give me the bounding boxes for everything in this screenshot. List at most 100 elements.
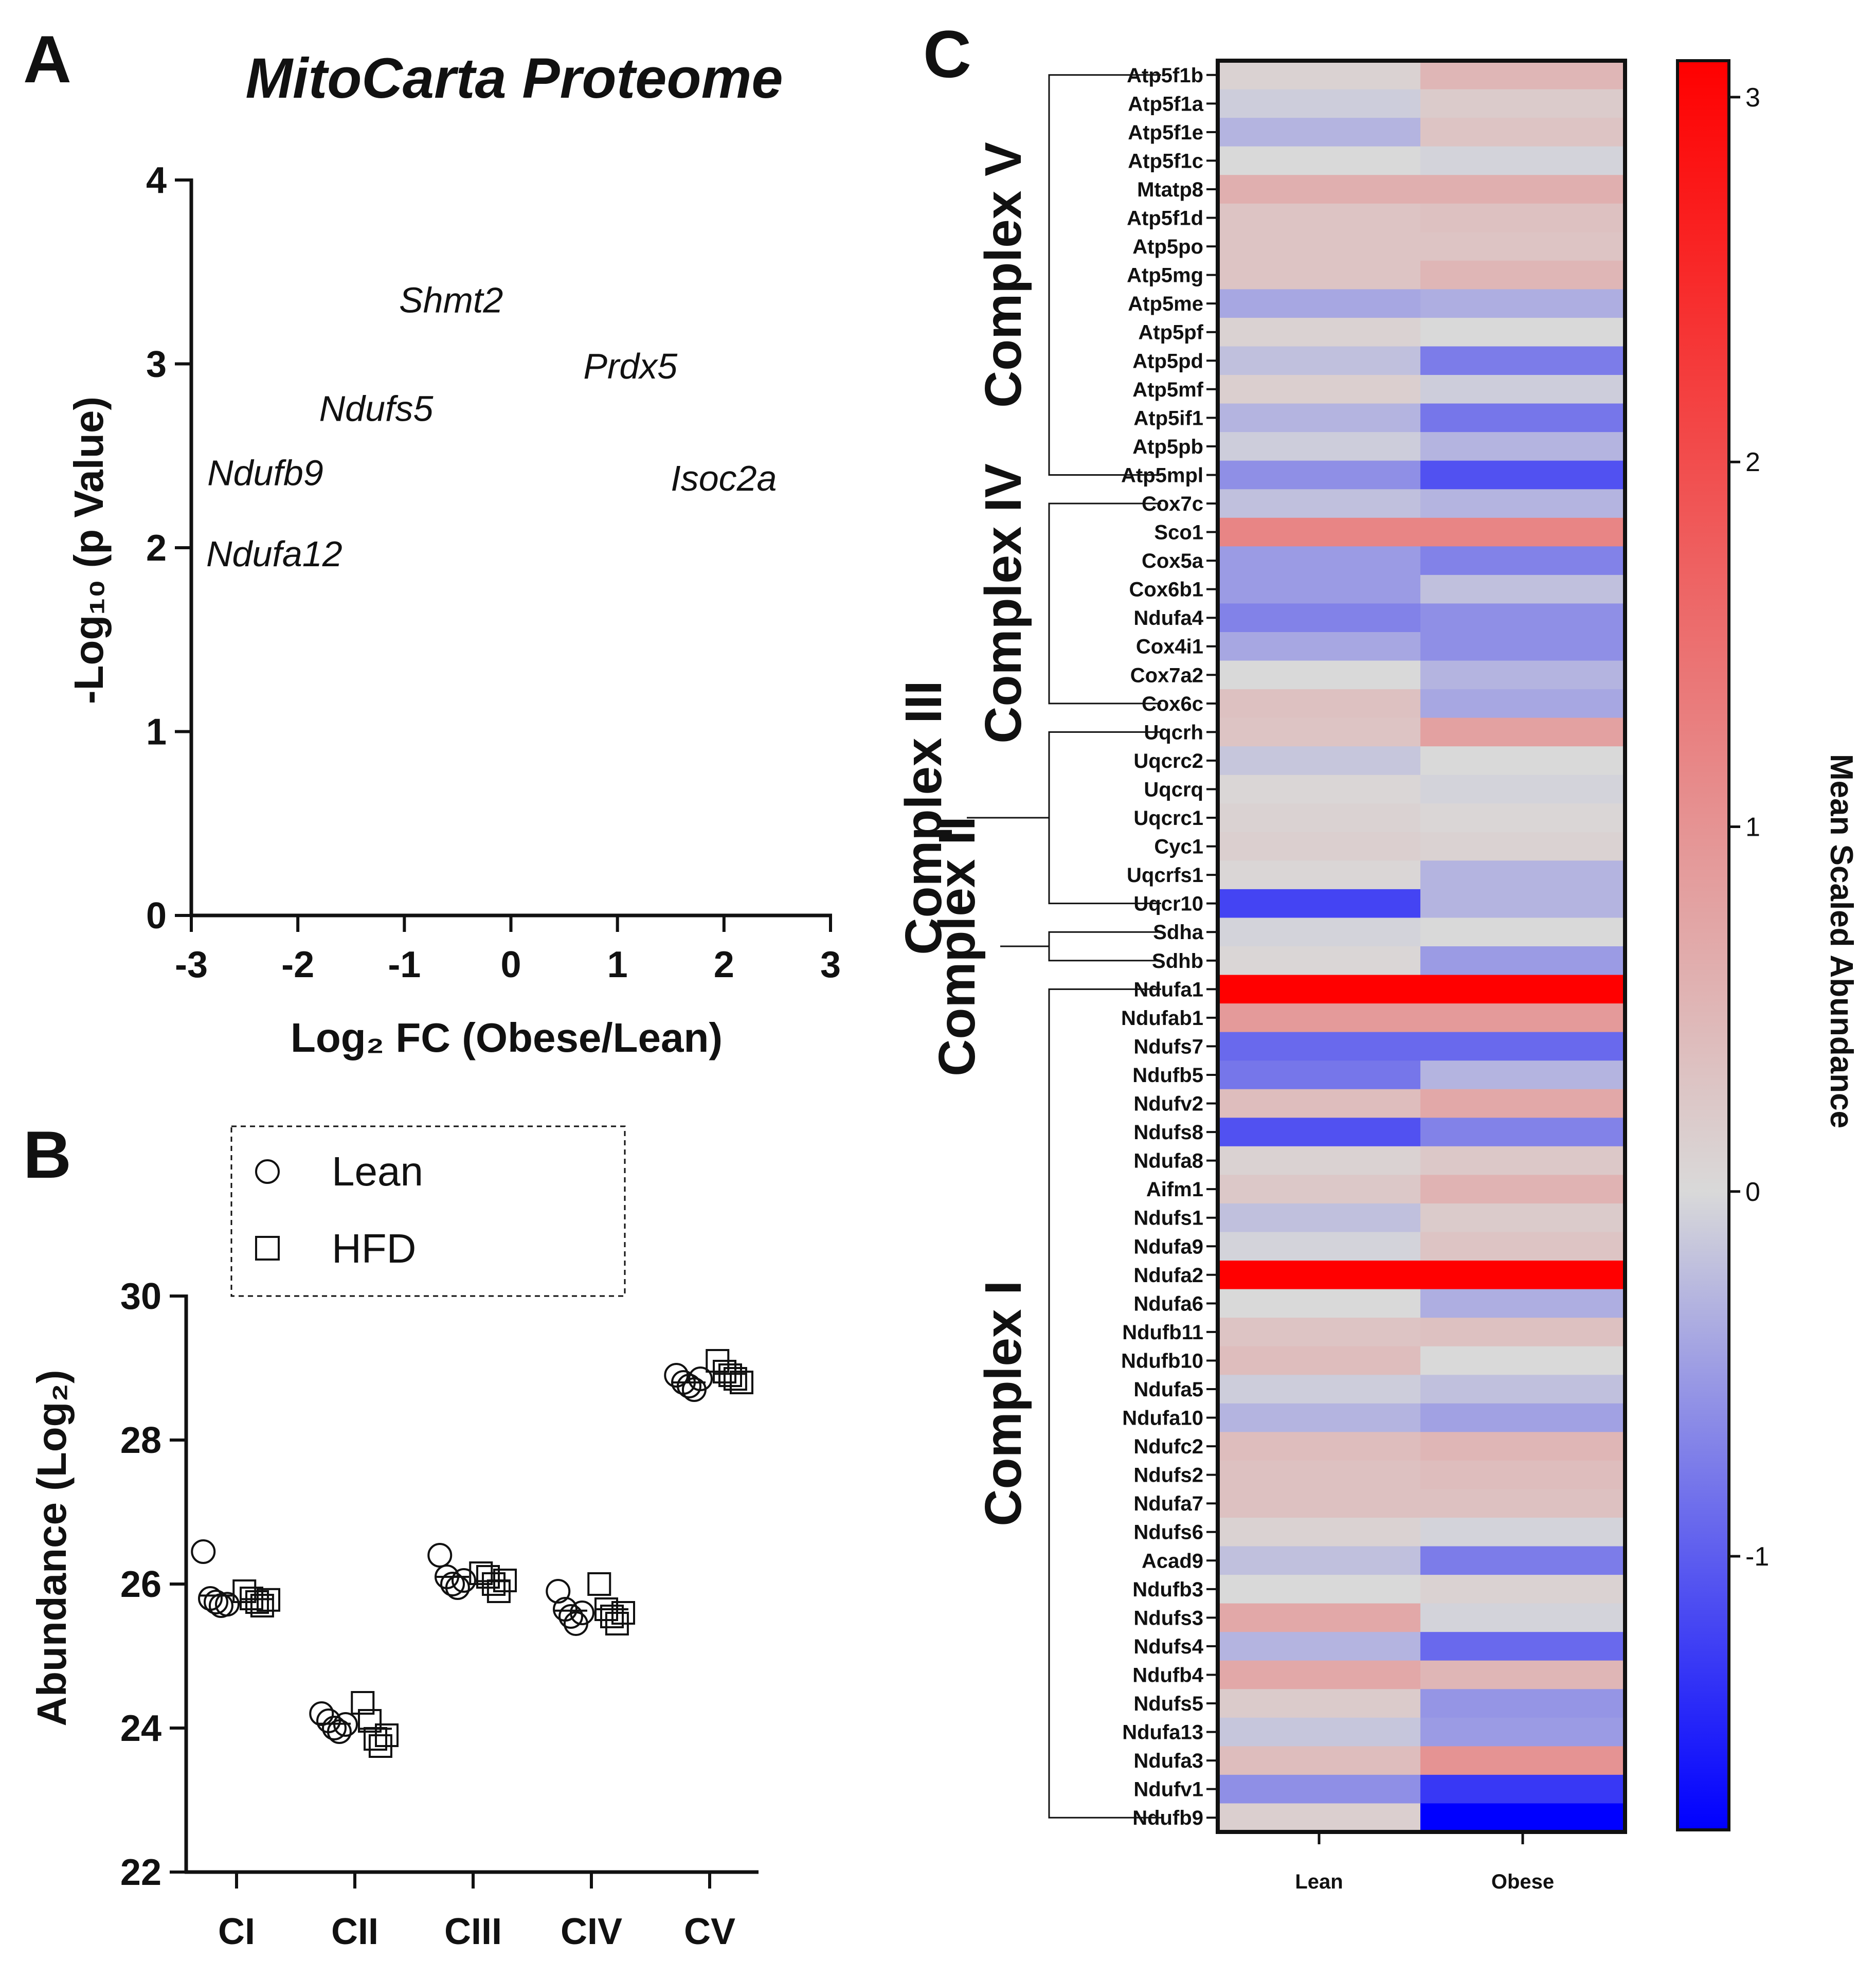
y-tick-label: 22: [120, 1852, 161, 1893]
heatmap-cell: [1420, 1375, 1625, 1404]
heatmap-cell: [1420, 1774, 1625, 1804]
heatmap-cell: [1218, 975, 1420, 1004]
gene-label: Prdx5: [583, 346, 678, 386]
heatmap-cell: [1218, 1089, 1420, 1119]
row-label: Atp5me: [1128, 293, 1203, 315]
heatmap-frame: [1216, 59, 1627, 1834]
y-tick-label: 2: [146, 528, 167, 569]
heatmap-cell: [1218, 1318, 1420, 1347]
heatmap-cell: [1218, 689, 1420, 718]
hfd-point: [493, 1569, 517, 1592]
heatmap-cell: [1420, 889, 1625, 919]
lean-point: [570, 1601, 594, 1625]
row-label: Ndufs6: [1133, 1521, 1203, 1544]
heatmap-cell: [1420, 1603, 1625, 1632]
heatmap-cell: [1420, 1717, 1625, 1747]
row-label: Cox7a2: [1130, 664, 1203, 687]
row-label: Ndufs5: [1133, 1693, 1203, 1715]
heatmap-cell: [1218, 775, 1420, 804]
row-label: Ndufs8: [1133, 1121, 1203, 1144]
heatmap-cell: [1218, 146, 1420, 175]
lean-point: [215, 1592, 240, 1617]
row-label: Uqcrc1: [1133, 807, 1203, 830]
heatmap-cell: [1218, 1032, 1420, 1061]
hfd-point: [730, 1371, 753, 1394]
colorbar-ticks: -1 0 1 2 3: [1729, 83, 1769, 1572]
volcano-x-ticks: -3 -2 -1 0 1 2 3: [175, 915, 841, 985]
lean-point: [558, 1604, 583, 1629]
hfd-point: [257, 1588, 280, 1612]
heatmap-cell: [1420, 1146, 1625, 1176]
x-tick-label: 0: [500, 944, 521, 985]
lean-point: [191, 1539, 216, 1564]
row-label: Ndufa5: [1133, 1378, 1203, 1401]
heatmap-cell: [1420, 1060, 1625, 1090]
heatmap-row-labels: Atp5f1bAtp5f1aAtp5f1eAtp5f1cMtatp8Atp5f1…: [1121, 64, 1218, 1829]
volcano-title: MitoCarta Proteome: [245, 47, 783, 110]
heatmap-cell: [1218, 860, 1420, 890]
heatmap-cell: [1218, 118, 1420, 147]
group-label: Complex III: [895, 680, 952, 955]
volcano-gene-labels: Shmt2 Prdx5 Ndufs5 Ndufb9 Isoc2a Ndufa12: [206, 280, 777, 573]
heatmap-cell: [1420, 1803, 1625, 1832]
heatmap-cell: [1420, 1403, 1625, 1433]
heatmap-cell: [1420, 1432, 1625, 1461]
heatmap-cell: [1218, 546, 1420, 576]
x-tick-label: CII: [331, 1911, 378, 1952]
panel-c-letter: C: [923, 16, 971, 92]
y-tick-label: 26: [120, 1564, 161, 1605]
heatmap-column-labels: Lean Obese: [1295, 1832, 1554, 1893]
heatmap-cell: [1420, 289, 1625, 318]
panel-b-letter: B: [23, 1117, 71, 1192]
heatmap-cell: [1420, 660, 1625, 690]
x-tick-label: 1: [607, 944, 628, 985]
heatmap-cell: [1218, 1575, 1420, 1604]
y-tick-label: 3: [146, 344, 167, 385]
row-label: Cox6b1: [1129, 579, 1204, 601]
heatmap-cell: [1420, 1261, 1625, 1290]
colorbar-title: Mean Scaled Abundance: [1824, 754, 1859, 1128]
row-label: Cyc1: [1154, 836, 1203, 858]
heatmap-cell: [1420, 717, 1625, 747]
hfd-point: [587, 1572, 611, 1596]
x-tick-label: -1: [388, 944, 421, 985]
row-label: Atp5if1: [1133, 407, 1203, 429]
row-label: Atp5f1e: [1128, 121, 1203, 144]
heatmap-cell: [1218, 1060, 1420, 1090]
colorbar-tick-label: 2: [1745, 447, 1760, 477]
lean-point: [440, 1572, 465, 1596]
heatmap-cell: [1218, 1489, 1420, 1518]
row-label: Ndufb4: [1132, 1664, 1204, 1686]
colorbar-tick-label: -1: [1745, 1542, 1769, 1572]
heatmap-cell: [1420, 1289, 1625, 1318]
heatmap-cell: [1420, 89, 1625, 118]
lean-point: [204, 1590, 228, 1614]
x-tick-label: CI: [218, 1911, 255, 1952]
gene-label: Ndufs5: [319, 388, 434, 428]
group-bracket: [1048, 931, 1161, 962]
heatmap-cell: [1218, 632, 1420, 661]
y-tick-label: 1: [146, 712, 167, 753]
heatmap-cell: [1420, 1318, 1625, 1347]
heatmap-cell: [1420, 517, 1625, 547]
row-label: Atp5pb: [1132, 436, 1203, 458]
heatmap-cell: [1420, 403, 1625, 433]
heatmap-cell: [1420, 1517, 1625, 1547]
row-label: Ndufa8: [1133, 1150, 1203, 1173]
heatmap-cell: [1218, 346, 1420, 375]
heatmap-cell: [1420, 375, 1625, 404]
heatmap-cell: [1420, 317, 1625, 347]
lean-point: [445, 1575, 470, 1600]
heatmap-cell: [1420, 1203, 1625, 1233]
heatmap-cell: [1420, 346, 1625, 375]
heatmap-cell: [1218, 61, 1420, 90]
heatmap-cell: [1420, 918, 1625, 947]
lean-point: [309, 1701, 334, 1726]
row-label: Ndufc2: [1133, 1435, 1203, 1458]
heatmap-cell: [1218, 403, 1420, 433]
heatmap-cell: [1420, 1118, 1625, 1147]
group-label: Complex I: [975, 1281, 1032, 1526]
heatmap-cell: [1218, 1774, 1420, 1804]
row-label: Ndufa4: [1133, 607, 1203, 630]
row-label: Ndufb3: [1132, 1578, 1203, 1601]
